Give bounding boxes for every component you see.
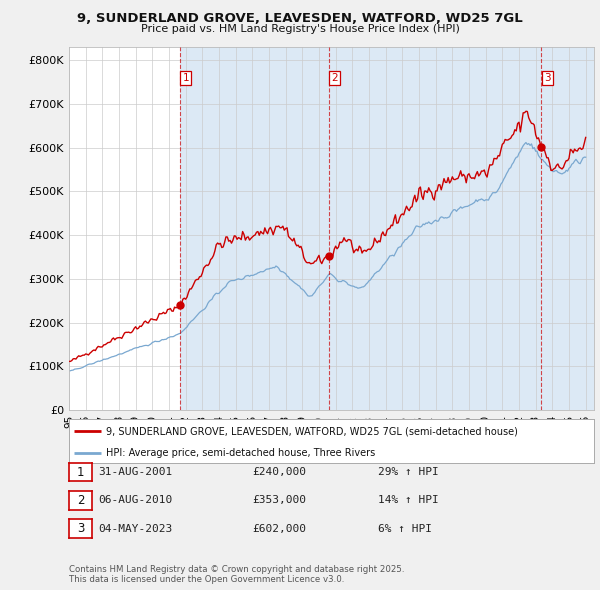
Text: 2: 2: [331, 73, 338, 83]
Text: 1: 1: [182, 73, 189, 83]
Text: £353,000: £353,000: [252, 496, 306, 505]
Text: 9, SUNDERLAND GROVE, LEAVESDEN, WATFORD, WD25 7GL: 9, SUNDERLAND GROVE, LEAVESDEN, WATFORD,…: [77, 12, 523, 25]
Text: Price paid vs. HM Land Registry's House Price Index (HPI): Price paid vs. HM Land Registry's House …: [140, 24, 460, 34]
Text: 06-AUG-2010: 06-AUG-2010: [98, 496, 172, 505]
Text: 2: 2: [77, 494, 84, 507]
Text: 9, SUNDERLAND GROVE, LEAVESDEN, WATFORD, WD25 7GL (semi-detached house): 9, SUNDERLAND GROVE, LEAVESDEN, WATFORD,…: [106, 427, 518, 436]
Text: £602,000: £602,000: [252, 524, 306, 533]
Text: 14% ↑ HPI: 14% ↑ HPI: [378, 496, 439, 505]
Text: 1: 1: [77, 466, 84, 478]
Bar: [180, 47, 329, 410]
Text: 3: 3: [544, 73, 550, 83]
Bar: [541, 47, 594, 410]
Text: 31-AUG-2001: 31-AUG-2001: [98, 467, 172, 477]
Text: Contains HM Land Registry data © Crown copyright and database right 2025.
This d: Contains HM Land Registry data © Crown c…: [69, 565, 404, 584]
Text: 29% ↑ HPI: 29% ↑ HPI: [378, 467, 439, 477]
Text: HPI: Average price, semi-detached house, Three Rivers: HPI: Average price, semi-detached house,…: [106, 448, 375, 458]
Text: 04-MAY-2023: 04-MAY-2023: [98, 524, 172, 533]
Bar: [329, 47, 541, 410]
Text: 6% ↑ HPI: 6% ↑ HPI: [378, 524, 432, 533]
Text: 3: 3: [77, 522, 84, 535]
Text: £240,000: £240,000: [252, 467, 306, 477]
